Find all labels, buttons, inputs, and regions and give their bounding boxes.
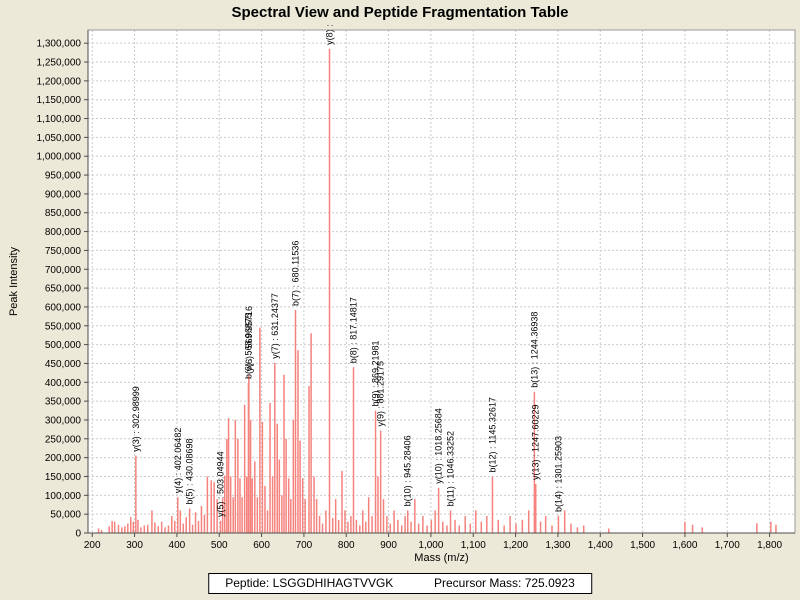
x-tick-label: 1,800 — [757, 540, 782, 551]
plot-area — [88, 30, 795, 533]
x-tick-label: 600 — [253, 540, 270, 551]
x-tick-label: 800 — [338, 540, 355, 551]
peak-label: b(12) : 1145.32617 — [487, 397, 497, 472]
spectrum-plot: y(3) : 302.98999 y(4) : 402.06482 b(5) : 4… — [8, 24, 796, 564]
x-tick-label: 400 — [169, 540, 186, 551]
peak-label: y(4) : 402.06482 — [173, 428, 183, 494]
peak-label: b(10) : 945.28406 — [403, 435, 413, 506]
peak-label: b(13) : 1244.36938 — [529, 312, 539, 388]
peak-label: b(9) : 869.21981 — [371, 340, 381, 406]
peak-label: y(9) : 881.29175 — [376, 361, 386, 427]
x-tick-label: 1,600 — [672, 540, 697, 551]
x-tick-label: 1,000 — [418, 540, 443, 551]
y-tick-label: 950,000 — [45, 171, 82, 182]
y-tick-label: 1,000,000 — [37, 152, 82, 163]
peak-label: b(7) : 680.11536 — [290, 241, 300, 306]
x-tick-label: 500 — [211, 540, 228, 551]
x-tick-label: 900 — [380, 540, 397, 551]
peak-label: y(7) : 631.24377 — [270, 293, 280, 359]
y-tick-label: 500,000 — [45, 340, 82, 351]
peak-label: b(14) : 1301.25903 — [553, 436, 563, 512]
y-tick-label: 1,050,000 — [37, 133, 82, 144]
y-tick-label: 1,100,000 — [37, 114, 82, 125]
y-axis-title: Peak Intensity — [8, 246, 20, 316]
y-tick-label: 100,000 — [45, 491, 82, 502]
peak-bars — [97, 48, 777, 533]
y-tick-label: 850,000 — [45, 208, 82, 219]
y-tick-label: 550,000 — [45, 321, 82, 332]
chart-title: Spectral View and Peptide Fragmentation … — [231, 4, 569, 21]
x-tick-label: 1,700 — [715, 540, 740, 551]
precursor-mass-value: 725.0923 — [524, 576, 575, 590]
peak-label: b(6) : 568.96875 — [243, 313, 253, 379]
tick-marks — [84, 42, 771, 537]
x-axis-tick-labels: 200 300 400 500 600 700 800 900 1,000 1,100 1,200 1… — [84, 540, 783, 551]
x-tick-label: 1,300 — [545, 540, 570, 551]
x-tick-label: 1,400 — [588, 540, 613, 551]
peak-label: y(5) : 503.04944 — [216, 451, 226, 517]
y-tick-label: 800,000 — [45, 227, 82, 238]
axes — [87, 30, 795, 534]
peak-labels: y(3) : 302.98999 y(4) : 402.06482 b(5) : 4… — [131, 24, 564, 517]
peak-label: y(8) : — [325, 24, 335, 45]
y-tick-label: 400,000 — [45, 378, 82, 389]
y-axis-tick-labels: 0 50,000 100,000 150,000 200,000 250,000 300,0… — [37, 39, 82, 540]
x-tick-label: 1,100 — [461, 540, 486, 551]
y-tick-label: 600,000 — [45, 302, 82, 313]
peak-label: y(13) : 1247.60229 — [531, 404, 541, 480]
y-tick-label: 200,000 — [45, 453, 82, 464]
peptide-info-bar: Peptide: LSGGDHIHAGTVVGK Precursor Mass:… — [208, 573, 592, 594]
peptide-label: Peptide: — [225, 576, 270, 590]
peak-label: y(3) : 302.98999 — [131, 386, 141, 452]
peak-label: b(5) : 430.08698 — [185, 438, 195, 504]
peak-label: y(10) : 1018.25684 — [434, 408, 444, 484]
y-tick-label: 1,250,000 — [37, 58, 82, 69]
y-tick-label: 150,000 — [45, 472, 82, 483]
peak-label: b(8) : 817.14817 — [349, 297, 359, 363]
x-tick-label: 1,200 — [503, 540, 528, 551]
y-tick-label: 450,000 — [45, 359, 82, 370]
x-tick-label: 300 — [126, 540, 143, 551]
y-tick-label: 650,000 — [45, 284, 82, 295]
peptide-value: LSGGDHIHAGTVVGK — [272, 576, 394, 590]
peak-label: b(11) : 1046.33252 — [446, 431, 456, 506]
x-tick-label: 700 — [296, 540, 313, 551]
x-axis-title: Mass (m/z) — [414, 552, 468, 564]
y-tick-label: 250,000 — [45, 434, 82, 445]
x-tick-label: 200 — [84, 540, 101, 551]
y-tick-label: 50,000 — [50, 510, 81, 521]
y-tick-label: 0 — [75, 529, 81, 540]
y-tick-label: 300,000 — [45, 415, 82, 426]
x-tick-label: 1,500 — [630, 540, 655, 551]
y-tick-label: 700,000 — [45, 265, 82, 276]
y-tick-label: 900,000 — [45, 189, 82, 200]
y-tick-label: 1,200,000 — [37, 76, 82, 87]
y-tick-label: 750,000 — [45, 246, 82, 257]
y-tick-label: 350,000 — [45, 397, 82, 408]
peak-label: y(6) : 569.95716 — [244, 306, 254, 372]
y-tick-label: 1,150,000 — [37, 95, 82, 106]
y-tick-label: 1,300,000 — [37, 39, 82, 50]
precursor-mass-label: Precursor Mass: — [434, 576, 522, 590]
